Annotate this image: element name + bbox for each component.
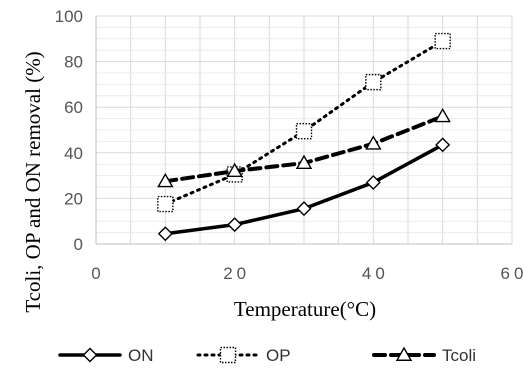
data-point-on (227, 217, 243, 233)
legend-label-tcoli: Tcoli (442, 346, 476, 365)
series-op (157, 32, 451, 213)
y-tick-label: 100 (55, 7, 83, 26)
y-tick-label: 40 (64, 144, 83, 163)
legend-item-op: OP (196, 346, 291, 365)
y-tick-label: 80 (64, 53, 83, 72)
legend-marker-op (219, 346, 237, 364)
x-axis-title: Temperature(°C) (234, 297, 376, 321)
series-on (157, 137, 451, 242)
x-tick-label: 60 (501, 264, 524, 283)
data-point-on (365, 174, 381, 190)
y-axis-title: Tcoli, OP and ON removal (%) (21, 51, 45, 312)
legend-label-on: ON (128, 346, 154, 365)
data-point-tcoli (434, 107, 451, 123)
x-tick-label: 0 (91, 264, 104, 283)
legend: ON OP Tcoli (58, 346, 476, 365)
data-point-op (295, 122, 313, 140)
data-point-tcoli (365, 135, 382, 150)
y-tick-label: 20 (64, 189, 83, 208)
y-tick-label: 0 (74, 235, 83, 254)
data-point-op (157, 195, 174, 213)
data-point-on (435, 137, 451, 153)
series-tcoli (157, 107, 451, 188)
legend-marker-on (82, 347, 98, 363)
x-tick-label: 40 (362, 264, 389, 283)
legend-item-on: ON (58, 346, 154, 365)
tick-labels: 0 20 40 60 80 100 0 20 40 60 (55, 7, 524, 283)
data-point-tcoli (226, 162, 243, 177)
legend-label-op: OP (266, 346, 291, 365)
data-point-tcoli (157, 172, 174, 188)
data-point-on (157, 226, 173, 242)
data-point-on (296, 201, 312, 217)
series-layer (157, 32, 451, 242)
legend-marker-tcoli (395, 346, 413, 361)
axes (95, 16, 512, 245)
data-point-op (434, 32, 451, 50)
legend-item-tcoli: Tcoli (372, 346, 476, 365)
data-point-tcoli (295, 154, 313, 170)
data-point-op (365, 73, 382, 91)
x-tick-label: 20 (223, 264, 250, 283)
y-tick-label: 60 (64, 98, 83, 117)
